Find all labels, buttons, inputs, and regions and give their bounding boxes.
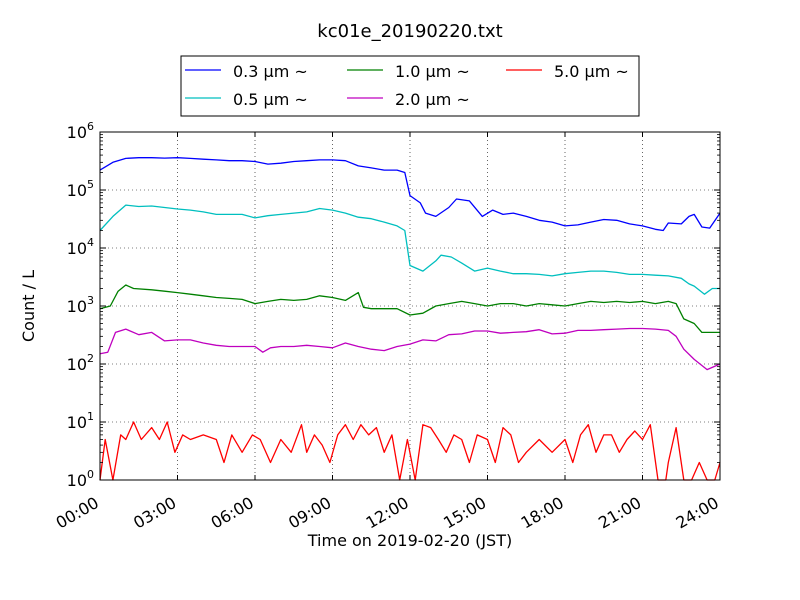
x-axis-label: Time on 2019-02-20 (JST) bbox=[307, 531, 512, 550]
axis-ticks: 00:00 03:00 06:00 09:00 12:00 15:00 18:00 21:00… bbox=[53, 120, 722, 533]
y-tick-label: 106 bbox=[67, 120, 94, 142]
legend-label-3: 2.0 μm ~ bbox=[395, 90, 470, 109]
series-line-0 bbox=[99, 157, 721, 232]
legend-label-2: 1.0 μm ~ bbox=[395, 62, 470, 81]
series-line-3 bbox=[99, 327, 721, 371]
series-line-1 bbox=[99, 204, 720, 295]
legend-box bbox=[180, 55, 640, 117]
y-tick-label: 100 bbox=[67, 468, 94, 490]
series-line-2 bbox=[99, 284, 720, 334]
legend-label-1: 0.5 μm ~ bbox=[233, 90, 308, 109]
y-tick-label: 104 bbox=[67, 236, 94, 258]
chart-title: kc01e_20190220.txt bbox=[317, 21, 502, 42]
y-tick-label: 101 bbox=[67, 410, 94, 432]
y-tick-label: 105 bbox=[67, 178, 94, 200]
y-axis-label: Count / L bbox=[19, 270, 38, 342]
legend: 0.3 μm ~ 0.5 μm ~ 1.0 μm ~ 2.0 μm ~ 5.0 μm ~ bbox=[180, 55, 640, 117]
legend-label-4: 5.0 μm ~ bbox=[554, 62, 629, 81]
gridlines bbox=[100, 132, 720, 480]
y-tick-label: 102 bbox=[67, 352, 94, 374]
legend-label-0: 0.3 μm ~ bbox=[233, 62, 308, 81]
y-tick-label: 103 bbox=[67, 294, 94, 316]
